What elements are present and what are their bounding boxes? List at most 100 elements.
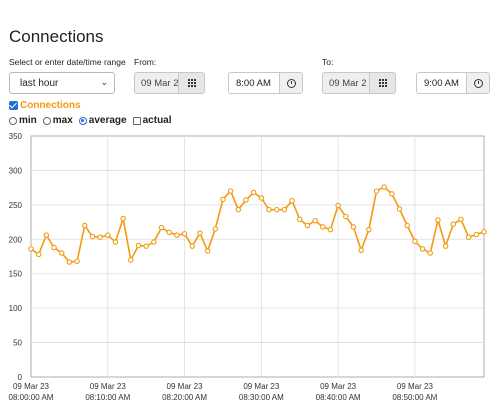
range-label: Select or enter date/time range <box>9 57 126 67</box>
data-point <box>112 239 119 245</box>
data-point <box>227 188 234 194</box>
x-tick-label: 08:30:00 AM <box>239 393 284 402</box>
data-point <box>66 259 73 265</box>
to-date-input[interactable]: 09 Mar 2 <box>322 72 369 94</box>
from-clock-button[interactable] <box>279 72 303 94</box>
y-tick-label: 350 <box>9 132 23 141</box>
mode-actual-label: actual <box>142 115 172 126</box>
to-clock-button[interactable] <box>466 72 490 94</box>
data-point <box>304 222 311 229</box>
data-point <box>465 234 472 240</box>
data-point <box>28 246 34 252</box>
data-point <box>289 197 295 204</box>
data-point <box>89 233 96 240</box>
data-point <box>281 206 288 213</box>
data-point <box>197 230 203 236</box>
data-point <box>105 232 111 238</box>
data-point <box>450 221 457 227</box>
data-point <box>143 243 149 249</box>
x-tick-label: 09 Mar 23 <box>320 382 357 391</box>
y-tick-label: 0 <box>18 373 23 382</box>
y-tick-label: 200 <box>9 235 23 244</box>
data-point <box>220 196 226 203</box>
data-point <box>204 248 211 254</box>
data-point <box>97 234 103 240</box>
radio-icon[interactable] <box>42 116 51 125</box>
data-point <box>373 188 380 194</box>
radio-selected-icon[interactable] <box>78 116 87 125</box>
data-point <box>166 229 172 236</box>
data-point <box>51 244 57 251</box>
to-date-group: 09 Mar 2 <box>322 72 396 94</box>
data-point <box>366 226 372 233</box>
data-point <box>181 231 188 237</box>
y-tick-label: 300 <box>9 166 23 175</box>
series-toggle[interactable]: Connections <box>9 100 81 111</box>
data-point <box>404 222 410 229</box>
x-tick-label: 09 Mar 23 <box>243 382 280 391</box>
x-tick-label: 08:50:00 AM <box>392 393 437 402</box>
mode-options: min max average actual <box>9 115 178 126</box>
from-calendar-button[interactable] <box>178 72 205 94</box>
from-time-input[interactable]: 8:00 AM <box>228 72 279 94</box>
data-point <box>350 224 357 230</box>
page-title: Connections <box>9 27 104 46</box>
y-tick-label: 50 <box>13 339 22 348</box>
data-point <box>273 206 280 213</box>
y-tick-label: 100 <box>9 304 23 313</box>
x-tick-label: 09 Mar 23 <box>397 382 434 391</box>
chevron-down-icon: ⌄ <box>100 77 108 87</box>
series-line <box>30 186 485 263</box>
checkbox-checked-icon[interactable] <box>9 101 18 110</box>
data-point <box>74 258 80 265</box>
data-point <box>396 206 403 212</box>
calendar-icon <box>378 79 387 87</box>
data-point <box>296 216 303 223</box>
to-time-input[interactable]: 9:00 AM <box>416 72 466 94</box>
data-point <box>435 217 441 223</box>
mode-average-label: average <box>88 115 127 126</box>
series-toggle-label: Connections <box>20 100 81 111</box>
data-point <box>258 195 265 201</box>
from-date-input[interactable]: 09 Mar 2 <box>134 72 178 94</box>
mode-max-option[interactable]: max <box>42 115 73 126</box>
data-point <box>458 216 464 223</box>
plot-area <box>30 135 485 378</box>
data-point <box>250 189 257 196</box>
data-point <box>481 228 487 235</box>
data-point <box>151 239 157 245</box>
range-select-value: last hour <box>20 78 59 89</box>
data-point <box>266 206 272 213</box>
data-point <box>174 232 180 238</box>
data-point <box>235 206 242 213</box>
data-point <box>442 243 449 249</box>
clock-icon <box>473 78 483 88</box>
radio-icon[interactable] <box>9 116 17 125</box>
mode-min-option[interactable]: min <box>9 115 37 126</box>
x-tick-label: 08:10:00 AM <box>85 393 130 402</box>
to-label: To: <box>322 57 334 67</box>
y-tick-label: 150 <box>9 270 23 279</box>
mode-actual-option[interactable]: actual <box>132 115 172 126</box>
x-tick-label: 08:40:00 AM <box>316 393 361 402</box>
connections-chart: 0 50 100 150 200 250 300 350 09 Mar 23 08:00:00 A… <box>9 132 487 402</box>
x-tick-label: 09 Mar 23 <box>13 382 50 391</box>
mode-min-label: min <box>19 115 37 126</box>
x-tick-label: 09 Mar 23 <box>90 382 127 391</box>
data-point <box>381 184 387 190</box>
mode-average-option[interactable]: average <box>78 115 127 126</box>
data-point <box>43 232 50 238</box>
to-calendar-button[interactable] <box>369 72 396 94</box>
from-time-group: 8:00 AM <box>228 72 303 94</box>
x-tick-label: 08:00:00 AM <box>9 393 54 402</box>
data-point <box>158 224 165 231</box>
data-point <box>473 231 480 238</box>
range-select[interactable]: last hour ⌄ <box>9 72 115 94</box>
data-point <box>320 224 326 230</box>
to-time-group: 9:00 AM <box>416 72 490 94</box>
data-point <box>343 213 349 220</box>
calendar-icon <box>187 79 196 87</box>
checkbox-icon[interactable] <box>132 116 141 125</box>
data-point <box>412 238 418 245</box>
x-tick-label: 08:20:00 AM <box>162 393 207 402</box>
